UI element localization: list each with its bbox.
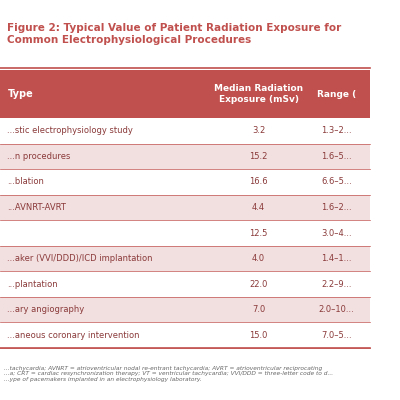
- Text: 1.6–5...: 1.6–5...: [321, 152, 352, 161]
- Text: 16.6: 16.6: [249, 177, 268, 186]
- Bar: [0, 118, 370, 144]
- Text: 3.2: 3.2: [252, 126, 265, 135]
- Text: Range (: Range (: [317, 90, 356, 98]
- Text: 1.6–2...: 1.6–2...: [321, 203, 352, 212]
- Bar: [0, 70, 370, 118]
- Text: ...AVNRT-AVRT: ...AVNRT-AVRT: [7, 203, 66, 212]
- Text: Figure 2: Typical Value of Patient Radiation Exposure for
Common Electrophysiolo: Figure 2: Typical Value of Patient Radia…: [7, 23, 342, 45]
- Text: ...plantation: ...plantation: [7, 280, 58, 289]
- Bar: [0, 220, 370, 246]
- Text: ...aker (VVI/DDD)/ICD implantation: ...aker (VVI/DDD)/ICD implantation: [7, 254, 153, 263]
- Text: 3.0–4...: 3.0–4...: [321, 228, 352, 238]
- Text: ...stic electrophysiology study: ...stic electrophysiology study: [7, 126, 133, 135]
- Text: 4.4: 4.4: [252, 203, 265, 212]
- Text: 7.0: 7.0: [252, 305, 265, 314]
- Bar: [0, 322, 370, 348]
- Text: 2.2–9...: 2.2–9...: [321, 280, 352, 289]
- Text: 22.0: 22.0: [250, 280, 268, 289]
- Text: Median Radiation
Exposure (mSv): Median Radiation Exposure (mSv): [214, 84, 303, 104]
- Text: 2.0–10...: 2.0–10...: [318, 305, 354, 314]
- Bar: [0, 195, 370, 220]
- Text: ...aneous coronary intervention: ...aneous coronary intervention: [7, 331, 140, 340]
- Text: 6.6–5...: 6.6–5...: [321, 177, 352, 186]
- Bar: [0, 246, 370, 271]
- Bar: [0, 144, 370, 169]
- Text: 1.4–1...: 1.4–1...: [321, 254, 352, 263]
- Text: ...n procedures: ...n procedures: [7, 152, 71, 161]
- Text: 7.0–5...: 7.0–5...: [321, 331, 352, 340]
- Text: ...blation: ...blation: [7, 177, 44, 186]
- Text: 1.3–2...: 1.3–2...: [321, 126, 352, 135]
- Text: 15.0: 15.0: [250, 331, 268, 340]
- Text: 4.0: 4.0: [252, 254, 265, 263]
- Text: Type: Type: [7, 89, 33, 99]
- Text: 12.5: 12.5: [250, 228, 268, 238]
- Text: ...tachycardia; AVNRT = atrioventricular nodal re-entrant tachycardia; AVRT = at: ...tachycardia; AVNRT = atrioventricular…: [4, 366, 333, 382]
- Bar: [0, 271, 370, 297]
- Bar: [0, 297, 370, 322]
- Bar: [0, 169, 370, 195]
- Text: 15.2: 15.2: [250, 152, 268, 161]
- Text: ...ary angiography: ...ary angiography: [7, 305, 85, 314]
